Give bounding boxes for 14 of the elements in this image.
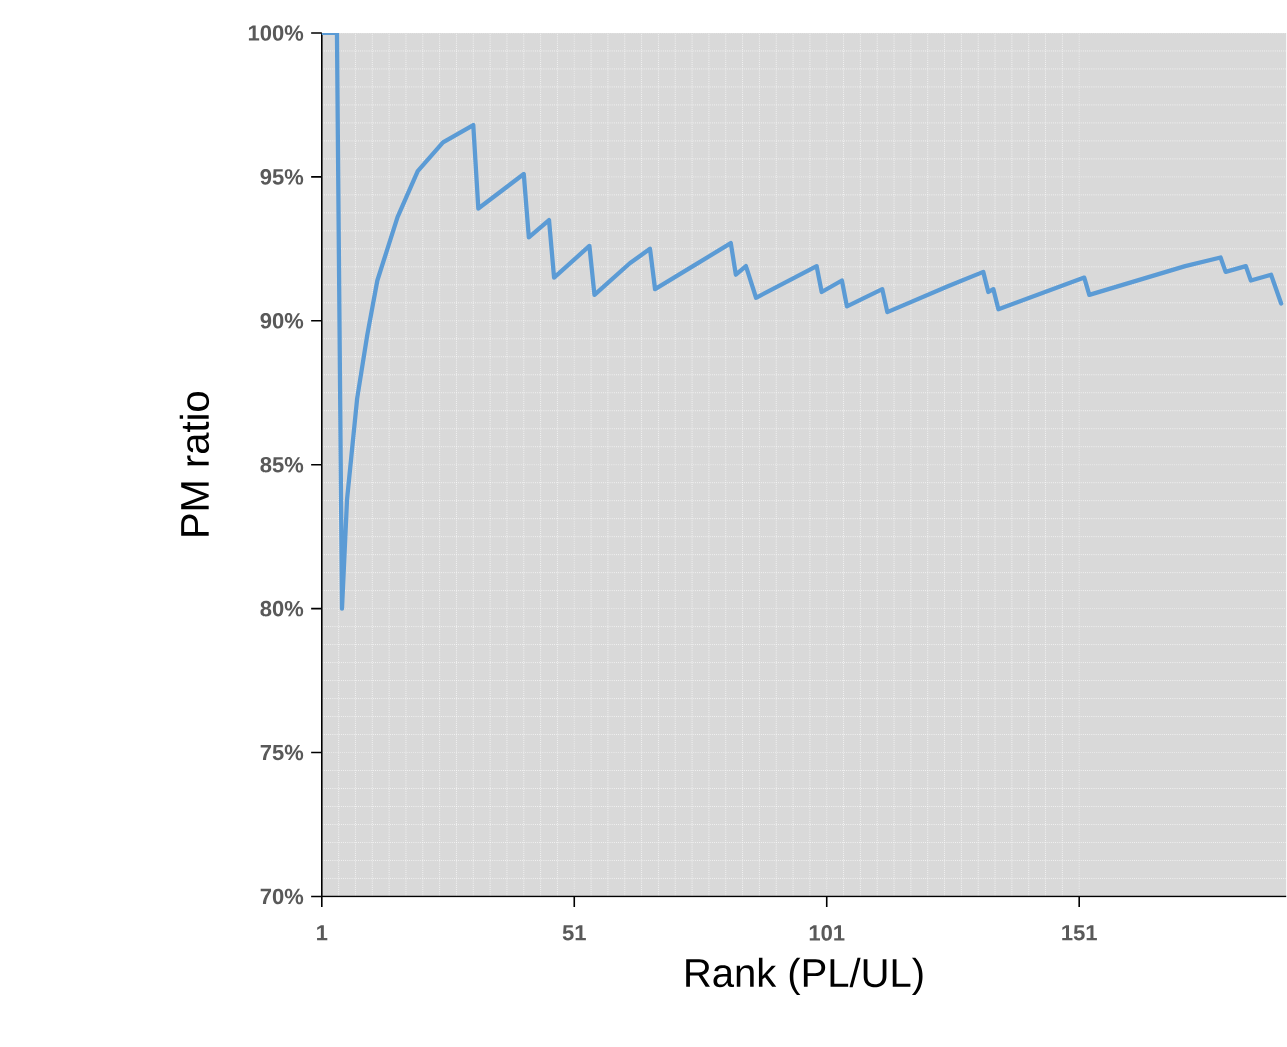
x-tick-label: 1 [317, 924, 328, 941]
y-tick-label: 70% [260, 888, 304, 905]
x-tick-label: 51 [562, 924, 586, 941]
y-tick-label: 100% [248, 25, 304, 41]
x-tick-label: 151 [1062, 924, 1097, 941]
line-series [321, 32, 1284, 611]
y-tick-label: 85% [260, 456, 304, 473]
x-tick-label: 101 [809, 924, 845, 941]
y-tick-label: 90% [260, 312, 304, 329]
y-tick-label: 95% [260, 168, 304, 185]
y-tick-label: 75% [260, 744, 304, 761]
x-axis-title: Rank (PL/UL) [686, 957, 923, 995]
y-axis-title: PM ratio [179, 391, 210, 536]
y-tick-label: 80% [260, 600, 304, 617]
